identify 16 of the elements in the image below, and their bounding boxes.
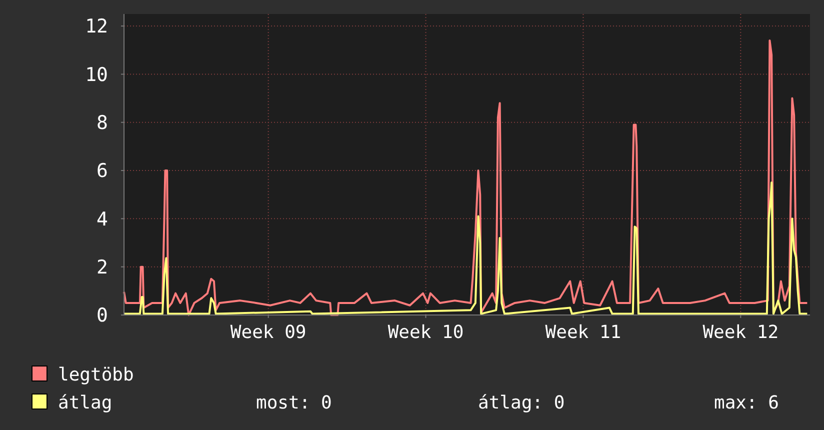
y-tick-label: 2 [96,256,108,278]
legend-label: legtöbb [58,364,134,386]
text: most: 0 [256,392,332,414]
x-tick-label: Week 10 [388,322,464,343]
x-tick-label: Week 09 [230,322,306,343]
y-tick-label: 6 [96,160,108,182]
y-tick-label: 12 [85,16,108,38]
legend-label: átlag [58,392,112,414]
y-tick-label: 4 [96,208,108,230]
y-tick-label: 8 [96,112,108,134]
text: átlag: 0 [478,392,565,414]
x-tick-label: Week 11 [545,322,622,343]
y-tick-label: 0 [96,304,108,327]
x-tick-label: Week 12 [702,322,779,343]
text: max: 6 [714,392,780,414]
y-tick-label: 10 [85,64,108,86]
